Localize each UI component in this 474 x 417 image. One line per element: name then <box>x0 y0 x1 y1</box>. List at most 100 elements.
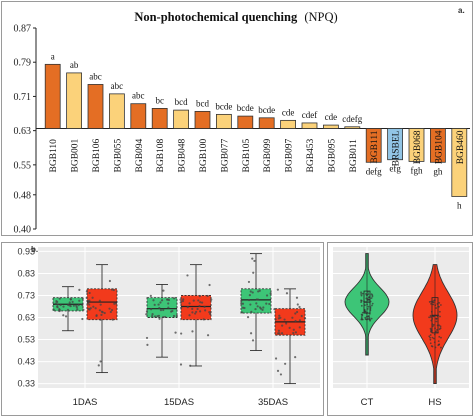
violin-point <box>366 307 369 310</box>
significance-letter: bcde <box>215 101 232 111</box>
violin-point <box>429 327 432 330</box>
jitter-point <box>241 302 245 305</box>
bar-bgb077 <box>216 113 232 129</box>
violin-point <box>431 317 434 320</box>
violin-point <box>438 310 441 313</box>
jitter-point <box>252 271 255 274</box>
significance-letter: bc <box>155 95 164 105</box>
jitter-point <box>186 274 189 277</box>
jitter-point <box>277 329 281 332</box>
significance-letter: abc <box>111 81 124 91</box>
jitter-point <box>292 331 295 335</box>
jitter-point <box>249 290 252 293</box>
jitter-point <box>66 308 70 311</box>
y-tick-label: 0.83 <box>17 268 35 278</box>
jitter-point <box>167 302 170 305</box>
jitter-point <box>97 364 100 367</box>
panel-b-plot-area: 0.93 0.83 0.73 0.63 0.53 0.43 0.33 1DAS 15DAS 35D… <box>17 246 320 408</box>
violin-point <box>433 333 436 336</box>
jitter-point <box>208 283 211 287</box>
panel-b-boxplots: b. 0.93 0.83 0.73 0.63 0.53 0.43 0.33 1DAS 15DAS… <box>1 242 324 416</box>
jitter-point <box>262 306 265 309</box>
jitter-point <box>77 303 80 307</box>
bar-bgb055 <box>109 93 125 129</box>
jitter-point <box>62 305 65 308</box>
violin-point <box>439 304 442 306</box>
jitter-point <box>110 288 114 291</box>
violin-point <box>428 335 431 338</box>
jitter-point <box>251 257 254 260</box>
violin-point <box>438 335 441 338</box>
bar-bgb111 <box>365 128 382 163</box>
violin-point <box>429 338 432 341</box>
significance-letter: ab <box>70 60 79 70</box>
violin-point <box>430 329 433 332</box>
jitter-point <box>298 326 301 329</box>
violin-point <box>360 299 362 302</box>
category-label: BRSBEL <box>392 130 402 166</box>
violin-point <box>367 293 370 295</box>
violin-point <box>435 307 438 309</box>
jitter-point <box>276 288 279 291</box>
bar-bgb097 <box>280 119 296 129</box>
jitter-point <box>114 302 118 305</box>
jitter-point <box>88 308 91 311</box>
jitter-point <box>151 313 154 316</box>
jitter-point <box>191 307 194 310</box>
jitter-point <box>172 314 176 318</box>
jitter-point <box>191 330 194 333</box>
jitter-point <box>56 303 59 306</box>
x-category-label: 15DAS <box>164 397 194 408</box>
violin-point <box>437 331 439 334</box>
jitter-point <box>204 309 207 312</box>
violin-point <box>365 294 368 297</box>
jitter-point <box>189 364 192 367</box>
jitter-point <box>194 312 197 315</box>
violin-point <box>367 315 370 318</box>
jitter-point <box>240 302 243 305</box>
category-label: BGB100 <box>199 138 209 172</box>
significance-letter: cde <box>282 107 295 117</box>
violin-point <box>431 325 434 328</box>
category-label: BGB001 <box>71 138 81 172</box>
jitter-point <box>109 310 112 314</box>
bar-bgb068 <box>408 128 425 162</box>
significance-letter: bcde <box>237 103 254 113</box>
jitter-point <box>295 296 299 299</box>
jitter-point <box>251 339 255 342</box>
jitter-point <box>69 305 72 308</box>
jitter-point <box>255 298 258 301</box>
violin-point <box>366 303 369 306</box>
jitter-point <box>108 279 112 283</box>
category-label: BGB097 <box>285 138 295 172</box>
jitter-point <box>91 296 94 299</box>
jitter-point <box>292 328 295 331</box>
jitter-point <box>241 311 244 314</box>
jitter-point <box>160 299 164 302</box>
jitter-point <box>198 294 201 298</box>
jitter-point <box>284 362 287 365</box>
jitter-point <box>250 310 253 313</box>
y-tick-label: 0.33 <box>17 379 35 389</box>
significance-letter: cdefg <box>342 114 362 124</box>
panel-c-plot-area: CT HS <box>333 247 469 408</box>
y-tick-label: 0.71 <box>14 92 32 103</box>
jitter-point <box>58 307 61 311</box>
jitter-point <box>195 310 198 313</box>
jitter-point <box>273 308 276 311</box>
jitter-point <box>294 331 297 334</box>
category-label: BGB106 <box>92 138 102 172</box>
category-label: BGB068 <box>413 130 423 164</box>
jitter-point <box>281 324 284 327</box>
bar-bgb108 <box>151 108 168 129</box>
panel-c-frame <box>327 242 473 416</box>
violin-point <box>363 300 365 303</box>
category-label: BGB095 <box>327 138 337 172</box>
violin-point <box>360 304 363 307</box>
jitter-point <box>113 302 116 305</box>
jitter-point <box>241 306 245 309</box>
jitter-point <box>247 298 251 302</box>
bar-bgb094 <box>130 103 147 129</box>
jitter-point <box>249 303 252 306</box>
violin-point <box>433 341 436 344</box>
